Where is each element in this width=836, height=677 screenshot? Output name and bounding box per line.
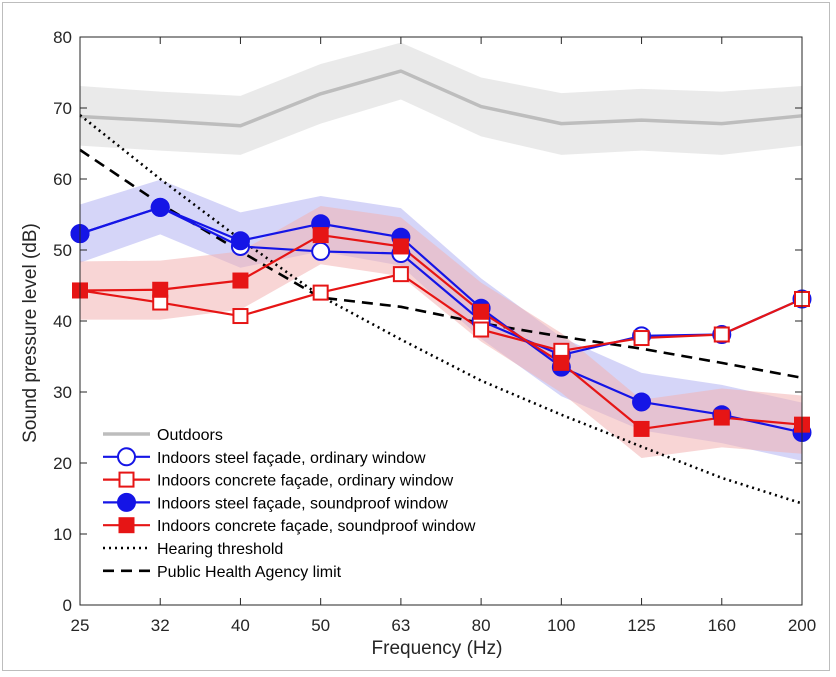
x-tick-label: 160 [708,616,736,635]
x-tick-label: 80 [472,616,491,635]
point-series-4-2 [233,273,248,288]
y-tick-label: 60 [53,170,72,189]
point-series-1-3 [312,243,329,260]
y-tick-label: 0 [63,596,72,615]
legend-marker-4 [119,518,134,533]
legend-label-3: Indoors steel façade, soundproof window [157,495,448,512]
legend-label-0: Outdoors [157,427,223,444]
band-series-0 [80,43,802,155]
point-series-4-8 [714,410,729,425]
y-tick-label: 70 [53,99,72,118]
legend-marker-3 [118,493,136,511]
point-series-2-7 [635,331,649,345]
point-series-4-3 [313,228,328,243]
y-tick-label: 20 [53,454,72,473]
point-series-3-7 [633,393,651,411]
legend-label-4: Indoors concrete façade, soundproof wind… [157,518,476,535]
y-tick-label: 40 [53,312,72,331]
point-series-2-3 [314,286,328,300]
x-tick-label: 125 [627,616,655,635]
legend-label-6: Public Health Agency limit [157,564,342,581]
legend-marker-2 [120,473,134,487]
point-series-2-5 [474,323,488,337]
x-tick-label: 200 [788,616,816,635]
y-tick-label: 30 [53,383,72,402]
point-series-3-2 [231,232,249,250]
y-axis-title: Sound pressure level (dB) [20,223,41,443]
x-axis-title: Frequency (Hz) [372,638,503,659]
x-tick-label: 25 [71,616,90,635]
point-series-4-7 [634,421,649,436]
point-series-2-4 [394,267,408,281]
point-series-4-6 [554,355,569,370]
x-tick-label: 100 [547,616,575,635]
legend-marker-1 [118,448,135,465]
x-tick-label: 40 [231,616,250,635]
legend-label-2: Indoors concrete façade, ordinary window [157,473,454,490]
x-tick-label: 63 [391,616,410,635]
x-tick-label: 32 [151,616,170,635]
y-tick-label: 80 [53,28,72,47]
legend: Outdoors Indoors steel façade, ordinary w… [103,427,476,581]
y-tick-label: 10 [53,525,72,544]
point-series-4-4 [393,239,408,254]
point-series-4-5 [474,304,489,319]
point-series-3-1 [151,198,169,216]
point-series-2-2 [233,309,247,323]
y-tick-label: 50 [53,241,72,260]
x-tick-label: 50 [311,616,330,635]
confidence-bands [80,43,802,461]
legend-label-5: Hearing threshold [157,541,283,558]
point-series-4-1 [153,282,168,297]
point-series-2-8 [715,327,729,341]
legend-label-1: Indoors steel façade, ordinary window [157,450,426,467]
